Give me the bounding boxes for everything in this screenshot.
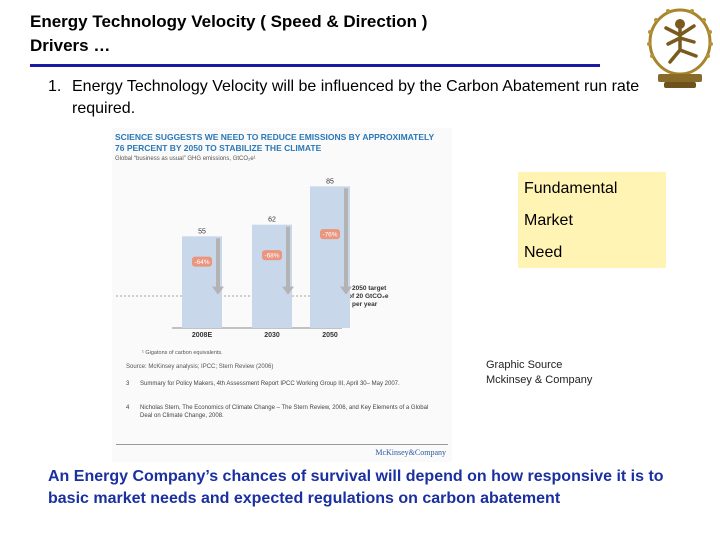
bar-2050 [310, 186, 350, 328]
graphic-source-name: Mckinsey & Company [486, 374, 593, 386]
reference-number: 3 [126, 381, 130, 387]
figure-source: Source: McKinsey analysis; IPCC; Stern R… [126, 364, 274, 370]
target-label-2: of 20 GtCO₂e [348, 293, 389, 300]
figure-footnote: ¹ Gigatons of carbon equivalents. [142, 350, 223, 356]
nataraja-emblem-icon [647, 8, 713, 88]
reference-number: 4 [126, 405, 130, 411]
category-label-2050: 2050 [322, 332, 338, 339]
emissions-figure: Science suggests we need to reduce emiss… [112, 128, 452, 462]
graphic-source: Graphic Source Mckinsey & Company [486, 358, 592, 388]
value-label-2008E: 55 [198, 228, 206, 235]
reduction-arrowhead-2030 [282, 286, 294, 295]
title-line-2: Drivers … [30, 36, 111, 55]
reduction-arrowhead-2050 [340, 286, 352, 295]
slide-title: Energy Technology Velocity ( Speed & Dir… [30, 10, 590, 58]
reference-text: Summary for Policy Makers, 4th Assessmen… [140, 381, 400, 387]
title-line-1: Energy Technology Velocity ( Speed & Dir… [30, 12, 428, 31]
figure-subtitle: Global “business as usual” GHG emissions… [115, 156, 256, 162]
figure-divider [116, 444, 448, 445]
reference-text: Nicholas Stern, The Economics of Climate… [140, 405, 429, 419]
value-label-2050: 85 [326, 178, 334, 185]
graphic-source-label: Graphic Source [486, 359, 563, 371]
reduction-label-2008E: -64% [194, 259, 209, 266]
reduction-badge-2030 [262, 250, 282, 261]
reduction-arrowhead-2008E [212, 286, 224, 295]
reduction-label-2050: -76% [322, 232, 337, 239]
reduction-badge-2050 [320, 229, 340, 240]
emissions-bar-chart: 2050 target of 20 GtCO₂e per year 55 2008… [116, 178, 389, 339]
callout-line-1: Fundamental [524, 180, 618, 197]
category-label-2008E: 2008E [192, 332, 213, 339]
target-label-1: 2050 target [352, 285, 387, 292]
category-label-2030: 2030 [264, 332, 280, 339]
callout-line-3: Need [524, 244, 563, 261]
mckinsey-logo: McKinsey&Company [375, 448, 446, 457]
value-label-2030: 62 [268, 217, 276, 224]
bar-2030 [252, 224, 292, 328]
bullet-number: 1. [48, 78, 62, 95]
bullet-text: Energy Technology Velocity will be influ… [72, 78, 640, 117]
target-label-3: per year [352, 301, 378, 308]
reduction-badge-2008E [192, 256, 212, 267]
reduction-label-2030: -68% [264, 253, 279, 260]
bar-2008E [182, 236, 222, 328]
callout-line-2: Market [524, 212, 573, 229]
market-need-callout: Fundamental Market Need [518, 172, 666, 268]
conclusion-text: An Energy Company’s chances of survival … [48, 468, 664, 507]
figure-headline: Science suggests we need to reduce emiss… [115, 132, 434, 153]
title-underline [30, 64, 600, 67]
